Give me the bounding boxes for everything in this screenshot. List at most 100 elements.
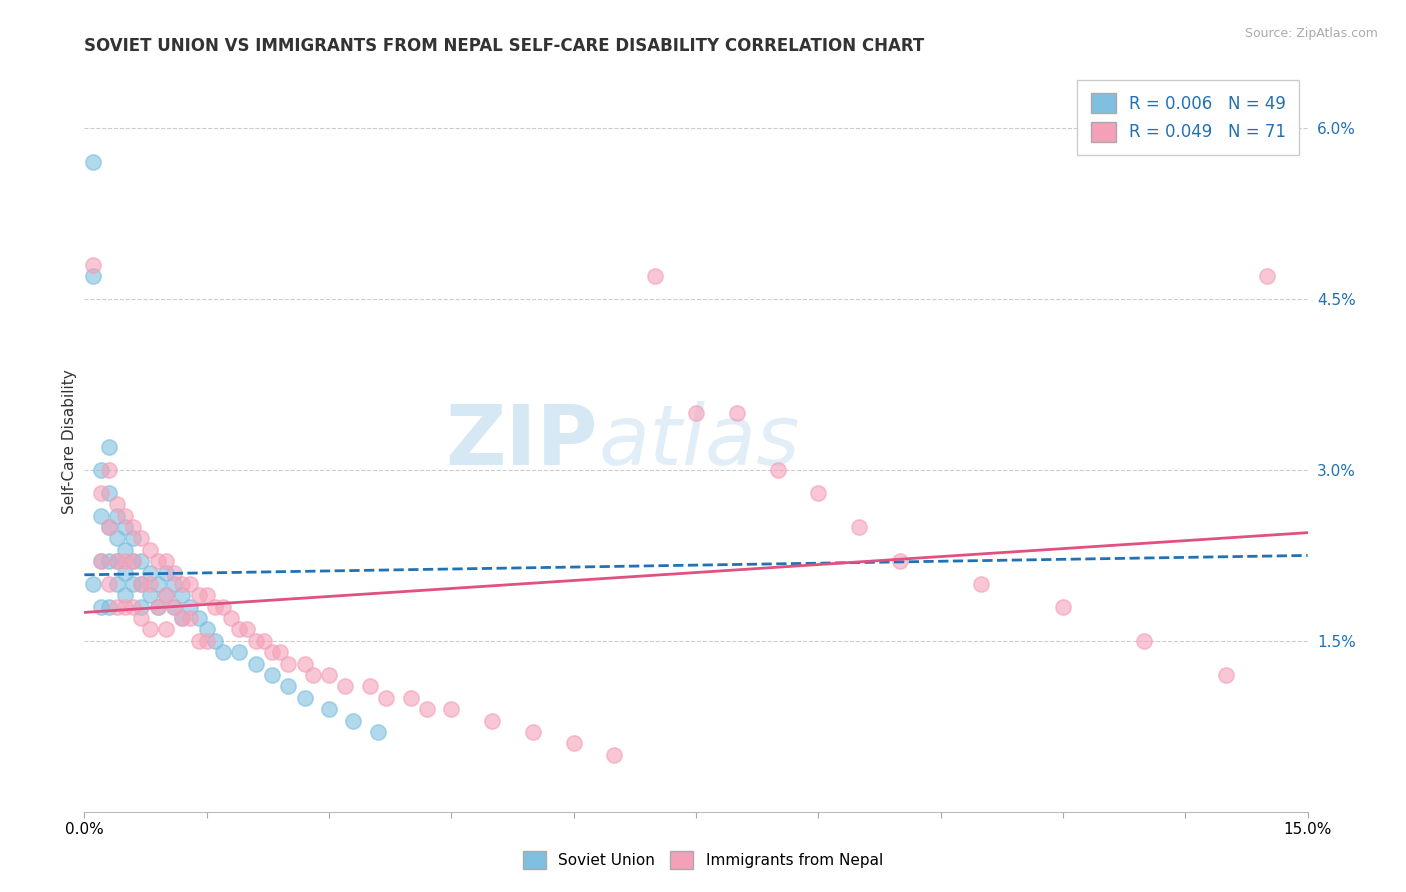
Point (212, 599, 235, 614)
Point (187, 633, 209, 648)
Point (163, 566, 186, 580)
Point (82, 577, 104, 591)
Point (122, 532, 145, 546)
Text: SOVIET UNION VS IMMIGRANTS FROM NEPAL SELF-CARE DISABILITY CORRELATION CHART: SOVIET UNION VS IMMIGRANTS FROM NEPAL SE… (84, 37, 925, 54)
Point (90, 485, 112, 500)
Point (131, 611, 153, 625)
Text: Source: ZipAtlas.com: Source: ZipAtlas.com (1244, 27, 1378, 40)
Point (172, 611, 194, 625)
Point (163, 599, 186, 614)
Point (253, 633, 276, 648)
Point (146, 554, 169, 568)
Point (187, 611, 209, 625)
Point (105, 577, 128, 591)
Point (212, 645, 235, 659)
Point (138, 588, 160, 602)
Point (260, 645, 283, 659)
Legend: R = 0.006   N = 49, R = 0.049   N = 71: R = 0.006 N = 49, R = 0.049 N = 71 (1077, 79, 1299, 155)
Point (97, 599, 120, 614)
Y-axis label: Self-Care Disability: Self-Care Disability (62, 369, 77, 514)
Point (155, 588, 177, 602)
Point (114, 566, 136, 580)
Text: atlas: atlas (598, 401, 800, 482)
Point (195, 588, 218, 602)
Point (146, 599, 169, 614)
Point (138, 577, 160, 591)
Point (131, 599, 153, 614)
Point (146, 577, 169, 591)
Point (245, 657, 267, 671)
Point (97, 520, 120, 534)
Point (269, 645, 291, 659)
Point (685, 406, 707, 420)
Point (522, 725, 544, 739)
Point (179, 577, 201, 591)
Point (172, 611, 194, 625)
Point (294, 657, 316, 671)
Point (122, 554, 145, 568)
Point (172, 577, 194, 591)
Point (889, 554, 911, 568)
Point (367, 725, 389, 739)
Point (97, 577, 120, 591)
Point (131, 554, 153, 568)
Point (335, 680, 357, 694)
Point (114, 554, 136, 568)
Point (97, 485, 120, 500)
Point (114, 588, 136, 602)
Point (187, 588, 209, 602)
Point (807, 485, 830, 500)
Point (105, 599, 128, 614)
Point (138, 566, 160, 580)
Point (766, 463, 789, 477)
Point (155, 623, 177, 637)
Point (82, 155, 104, 169)
Point (603, 747, 626, 762)
Point (228, 623, 250, 637)
Point (375, 690, 398, 705)
Point (105, 497, 128, 511)
Point (105, 532, 128, 546)
Point (359, 680, 381, 694)
Point (440, 702, 463, 716)
Point (725, 406, 748, 420)
Point (236, 623, 259, 637)
Text: ZIP: ZIP (446, 401, 598, 482)
Point (122, 520, 145, 534)
Point (294, 690, 316, 705)
Point (97, 554, 120, 568)
Point (1052, 599, 1074, 614)
Point (122, 554, 145, 568)
Point (318, 702, 340, 716)
Point (219, 611, 242, 625)
Point (131, 532, 153, 546)
Point (90, 508, 112, 523)
Point (146, 599, 169, 614)
Point (1215, 668, 1237, 682)
Point (163, 599, 186, 614)
Point (97, 520, 120, 534)
Point (90, 554, 112, 568)
Point (131, 577, 153, 591)
Point (228, 645, 250, 659)
Point (82, 269, 104, 284)
Point (562, 736, 585, 750)
Point (155, 554, 177, 568)
Point (82, 258, 104, 272)
Point (105, 554, 128, 568)
Point (245, 633, 267, 648)
Legend: Soviet Union, Immigrants from Nepal: Soviet Union, Immigrants from Nepal (517, 845, 889, 875)
Point (122, 599, 145, 614)
Point (105, 508, 128, 523)
Point (179, 611, 201, 625)
Point (204, 599, 226, 614)
Point (399, 690, 422, 705)
Point (138, 542, 160, 557)
Point (195, 633, 218, 648)
Point (970, 577, 993, 591)
Point (155, 566, 177, 580)
Point (105, 554, 128, 568)
Point (277, 680, 299, 694)
Point (277, 657, 299, 671)
Point (416, 702, 439, 716)
